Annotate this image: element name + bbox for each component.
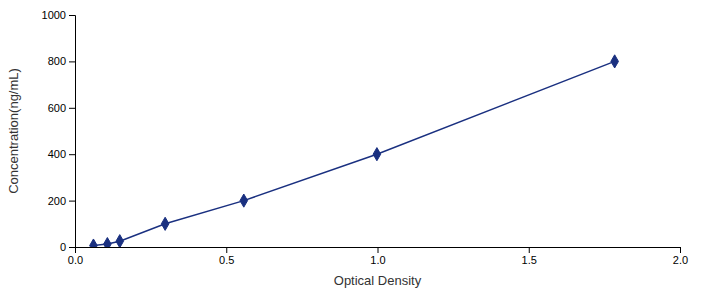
y-tick-label: 600 bbox=[48, 102, 66, 114]
chart-svg: 0.0 0.5 1.0 1.5 2.0 0 200 400 600 800 1000 Optical … bbox=[0, 0, 705, 297]
plot-area: 0.0 0.5 1.0 1.5 2.0 0 200 400 600 800 1000 bbox=[42, 9, 689, 266]
data-point bbox=[161, 217, 169, 230]
x-tick-mark bbox=[680, 247, 681, 253]
data-line bbox=[93, 61, 614, 245]
x-tick: 1.0 bbox=[370, 247, 385, 266]
x-tick-mark bbox=[226, 247, 227, 253]
y-tick: 0 bbox=[60, 241, 75, 253]
y-tick: 600 bbox=[48, 102, 75, 114]
y-axis: 0 200 400 600 800 1000 bbox=[42, 9, 76, 253]
data-point bbox=[90, 239, 98, 247]
y-tick-mark bbox=[69, 108, 75, 109]
x-axis-title: Optical Density bbox=[334, 273, 422, 288]
y-tick-label: 200 bbox=[48, 195, 66, 207]
data-point bbox=[240, 194, 248, 207]
y-tick-label: 1000 bbox=[42, 9, 66, 21]
x-axis: 0.0 0.5 1.0 1.5 2.0 bbox=[68, 247, 688, 266]
y-tick-mark bbox=[69, 154, 75, 155]
data-layer bbox=[90, 55, 619, 247]
data-point bbox=[373, 148, 381, 161]
x-tick-label: 1.0 bbox=[370, 254, 385, 266]
x-tick: 2.0 bbox=[673, 247, 688, 266]
x-tick-label: 1.5 bbox=[522, 254, 537, 266]
y-tick-mark bbox=[69, 247, 75, 248]
y-tick: 400 bbox=[48, 148, 75, 160]
x-tick-mark bbox=[378, 247, 379, 253]
y-tick-mark bbox=[69, 201, 75, 202]
y-tick: 800 bbox=[48, 55, 75, 67]
y-tick: 200 bbox=[48, 195, 75, 207]
y-tick-label: 400 bbox=[48, 148, 66, 160]
y-tick-mark bbox=[69, 15, 75, 16]
x-tick: 1.5 bbox=[522, 247, 537, 266]
x-tick: 0.0 bbox=[68, 247, 83, 266]
y-tick-label: 0 bbox=[60, 241, 66, 253]
y-tick-mark bbox=[69, 61, 75, 62]
data-point bbox=[611, 55, 619, 68]
x-axis-line bbox=[76, 248, 681, 254]
y-axis-line bbox=[69, 16, 76, 248]
chart-container: 0.0 0.5 1.0 1.5 2.0 0 200 400 600 800 1000 Optical … bbox=[0, 0, 705, 297]
y-tick-label: 800 bbox=[48, 55, 66, 67]
x-tick-label: 0.5 bbox=[219, 254, 234, 266]
data-point bbox=[116, 235, 124, 247]
y-tick: 1000 bbox=[42, 9, 75, 21]
data-point bbox=[104, 238, 112, 247]
x-tick-label: 0.0 bbox=[68, 254, 83, 266]
y-axis-title: Concentration(ng/mL) bbox=[6, 68, 21, 194]
x-tick-mark bbox=[529, 247, 530, 253]
x-tick-label: 2.0 bbox=[673, 254, 688, 266]
x-tick: 0.5 bbox=[219, 247, 234, 266]
